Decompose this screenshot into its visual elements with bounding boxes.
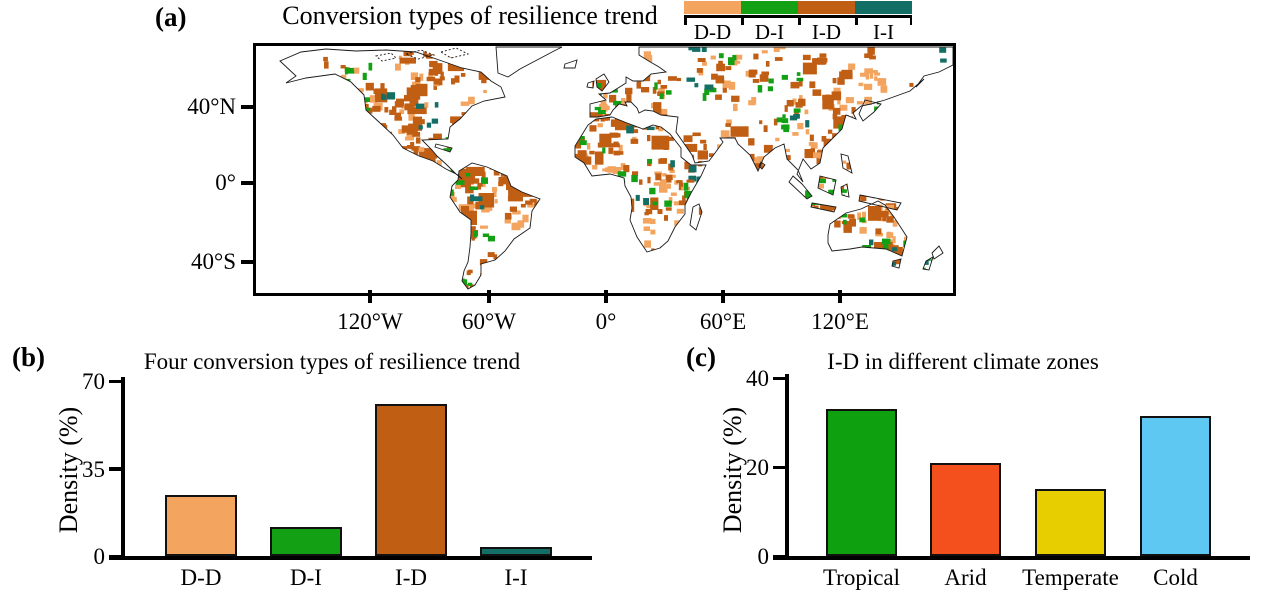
map-xtick-label: 120°E [811, 309, 869, 334]
panel-b-title: Four conversion types of resilience tren… [143, 349, 521, 374]
x-category-label: Temperate [1022, 565, 1119, 590]
world-map-svg [279, 46, 954, 290]
panel-c-title: I-D in different climate zones [827, 349, 1099, 374]
y-tick-label: 35 [82, 456, 105, 482]
coastline [758, 161, 766, 170]
map-legend: D-D D-I I-D I-I [684, 1, 912, 47]
y-tick-mark [109, 467, 121, 471]
y-tick-label: 0 [93, 544, 106, 569]
panel-a-label: (a) [155, 2, 187, 32]
map-xtick-mark [838, 290, 842, 303]
legend-label-i-d: I-D [811, 20, 842, 44]
y-tick-mark [109, 554, 121, 558]
bar-cold [1140, 415, 1211, 556]
map-ytick-label: 40°N [187, 94, 236, 119]
x-axis-line [773, 556, 1250, 560]
legend-swatch-d-i [741, 1, 798, 14]
coastline [810, 202, 837, 213]
coastline [589, 46, 954, 183]
coastline [449, 162, 541, 290]
panel-b-label: (b) [12, 342, 45, 372]
coastline [922, 256, 934, 271]
legend-swatch-i-d [798, 1, 855, 14]
x-category-label: D-I [290, 565, 322, 590]
y-axis-line [785, 374, 789, 558]
y-tick-label: 70 [82, 369, 105, 394]
map-ytick-label: 40°S [191, 249, 236, 274]
y-tick-mark [773, 554, 785, 558]
y-tick-label: 0 [757, 544, 770, 569]
x-axis-line [109, 556, 592, 560]
map-ytick-label: 0° [215, 170, 236, 195]
coastline [563, 59, 578, 69]
coastline [574, 116, 707, 253]
y-tick-label: 20 [746, 455, 769, 480]
coastline [374, 52, 397, 62]
map-ytick-mark [241, 105, 253, 109]
legend-tick [909, 15, 912, 25]
map-xtick-label: 0° [595, 309, 617, 334]
coastline [817, 175, 837, 196]
coastline [931, 245, 944, 260]
bar-d-i [270, 527, 342, 556]
legend-tick [855, 15, 858, 25]
coastline [495, 46, 563, 78]
y-tick-mark [773, 465, 785, 469]
map-ytick-mark [241, 181, 253, 185]
map-xtick-mark [368, 290, 372, 303]
legend-label-d-i: D-I [754, 20, 785, 44]
legend-label-d-d: D-D [693, 20, 732, 44]
map-xtick-mark [487, 290, 491, 303]
x-category-label: I-D [395, 565, 427, 590]
coastline [858, 194, 902, 211]
coastline [434, 143, 453, 153]
bar-tropical [826, 409, 897, 556]
map-xtick-label: 120°W [337, 309, 403, 334]
map-xtick-label: 60°E [699, 309, 747, 334]
coastline [595, 73, 610, 92]
coastline [788, 175, 813, 200]
coastline [439, 47, 470, 59]
map-patches [322, 47, 953, 289]
y-tick-mark [109, 379, 121, 383]
x-category-label: I-I [504, 565, 528, 590]
coastline [404, 49, 436, 60]
legend-swatch-i-i [855, 1, 912, 14]
map-xtick-mark [721, 290, 725, 303]
x-category-label: Tropical [822, 565, 901, 590]
bar-temperate [1035, 489, 1106, 556]
coastline [586, 80, 595, 89]
map-xtick-mark [604, 290, 608, 303]
coastline [840, 183, 850, 198]
y-tick-label: 40 [746, 366, 769, 391]
coastline [827, 200, 908, 257]
coastline [689, 203, 703, 231]
x-category-label: Cold [1153, 565, 1198, 590]
y-axis-line [121, 377, 125, 558]
bar-i-i [480, 547, 552, 556]
x-category-label: Arid [944, 565, 987, 590]
map-xtick-label: 60°W [462, 309, 516, 334]
legend-tick [798, 15, 801, 25]
coastline [858, 99, 882, 122]
bar-arid [930, 462, 1001, 556]
legend-tick [741, 15, 744, 25]
bar-i-d [375, 403, 447, 556]
map-ytick-mark [241, 260, 253, 264]
coastline [279, 48, 506, 180]
world-map [253, 43, 956, 296]
coastline [891, 258, 902, 269]
panel-a-title: Conversion types of resilience trend [282, 1, 658, 30]
legend-swatch-d-d [684, 1, 741, 14]
coastline [840, 153, 853, 174]
bar-d-d [165, 494, 237, 556]
panel-c-label: (c) [686, 342, 716, 372]
legend-label-i-i: I-I [873, 20, 894, 44]
legend-tick [684, 15, 687, 25]
x-category-label: D-D [180, 565, 222, 590]
y-tick-mark [773, 376, 785, 380]
